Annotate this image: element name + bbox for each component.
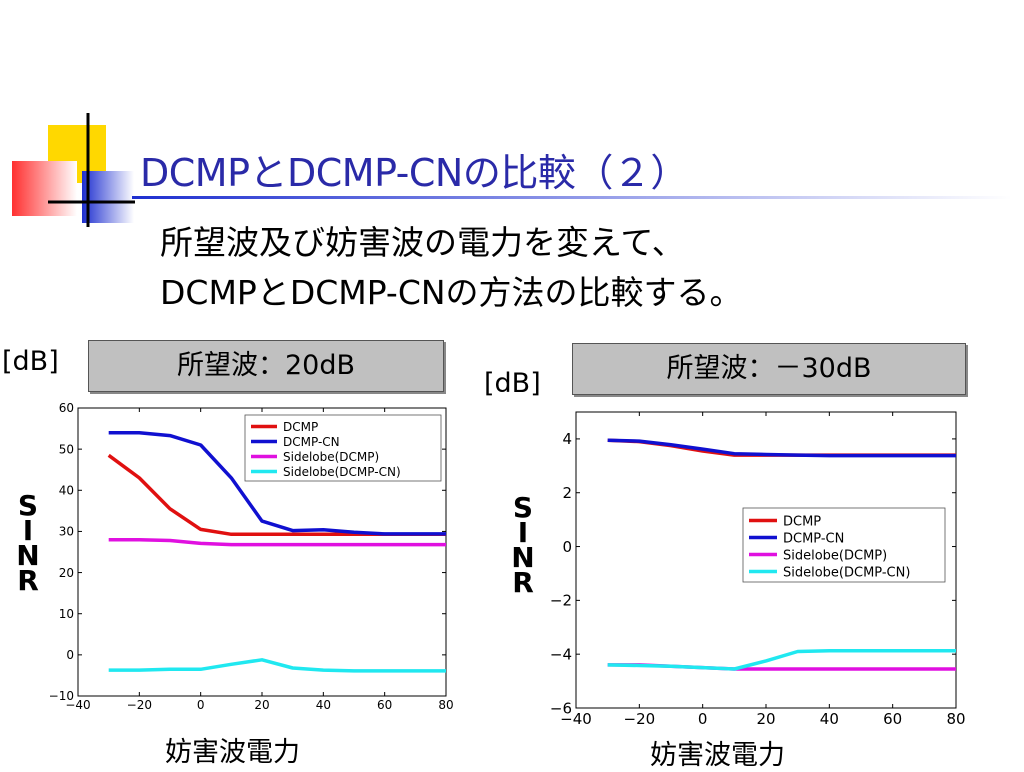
chart1-x-tick-label: −40 — [65, 698, 90, 712]
chart1-ylabel-letter: I — [22, 514, 34, 547]
chart1-y-tick-label: 50 — [59, 442, 74, 456]
chart1-y-tick-label: 10 — [59, 607, 74, 621]
chart1-ylabel-letter: R — [17, 564, 39, 597]
chart2-legend-label: Sidelobe(DCMP-CN) — [783, 565, 910, 580]
chart1-ylabel-letter: N — [16, 539, 40, 572]
chart1-legend-label: DCMP — [283, 420, 318, 434]
chart2-x-tick-label: 40 — [820, 710, 839, 728]
chart2-ylabel-letter: R — [512, 566, 534, 599]
chart1-y-tick-label: 20 — [59, 566, 74, 580]
chart2-legend-label: Sidelobe(DCMP) — [783, 548, 887, 563]
chart2-y-tick-label: 0 — [562, 538, 572, 556]
chart1-legend-label: Sidelobe(DCMP) — [283, 450, 379, 464]
title-underline — [132, 196, 1012, 199]
chart1-ylabel-letter: S — [17, 489, 39, 522]
decorative-logo — [12, 113, 135, 227]
chart1-series-line — [108, 430, 446, 536]
chart2-ylabel-letter: I — [517, 516, 529, 549]
chart2-y-tick-label: −2 — [550, 592, 572, 610]
chart1-y-tick-label: 40 — [59, 483, 74, 497]
chart2-x-tick-label: −20 — [624, 710, 656, 728]
chart2-ylabel-letter: S — [512, 491, 534, 524]
subtitle-line-1: 所望波及び妨害波の電力を変えて、 — [160, 223, 685, 262]
slide-subtitle: 所望波及び妨害波の電力を変えて、 DCMPとDCMP-CNの方法の比較する。 — [160, 218, 743, 318]
chart1-unit-label: [dB] — [2, 346, 59, 377]
chart1-x-tick-label: 0 — [197, 698, 205, 712]
chart2-x-tick-label: 20 — [756, 710, 775, 728]
chart1-x-axis-label: 妨害波電力 — [165, 737, 300, 768]
chart2-y-axis-label: S I N R — [508, 491, 538, 599]
chart1-series-line — [108, 658, 446, 673]
chart2-y-tick-label: −6 — [550, 699, 572, 717]
chart2-series-line — [607, 438, 956, 458]
chart2-x-tick-label: 80 — [946, 710, 965, 728]
chart-1: −40 −20 0 20 40 60 80 −10 0 10 20 30 40 50 60 DCMPDCMP-… — [49, 401, 454, 712]
slide-title: DCMPとDCMP-CNの比較（２） — [140, 151, 688, 195]
chart1-y-tick-label: 30 — [59, 525, 74, 539]
chart1-legend-label: DCMP-CN — [283, 435, 340, 449]
chart1-y-tick-label: 0 — [66, 648, 74, 662]
logo-blue-square — [82, 171, 134, 223]
chart1-x-tick-label: 20 — [254, 698, 269, 712]
subtitle-line-2: DCMPとDCMP-CNの方法の比較する。 — [160, 273, 743, 312]
chart1-y-axis-label: S I N R — [13, 489, 43, 597]
chart-2: −40 −20 0 20 40 60 80−6−4−2024DCMPDCMP-CNSidel… — [550, 411, 966, 728]
chart2-x-tick-label: 60 — [883, 710, 902, 728]
chart1-y-tick-label: 60 — [59, 401, 74, 415]
chart2-x-tick-label: −40 — [560, 710, 592, 728]
chart1-x-tick-label: 40 — [316, 698, 331, 712]
chart1-series-line — [108, 537, 446, 547]
chart2-legend-label: DCMP-CN — [783, 531, 844, 546]
chart1-x-tick-label: −20 — [127, 698, 152, 712]
chart2-x-tick-label: 0 — [698, 710, 708, 728]
chart2-ylabel-letter: N — [511, 541, 535, 574]
chart2-unit-label: [dB] — [484, 368, 541, 399]
chart1-legend-label: Sidelobe(DCMP-CN) — [283, 465, 401, 479]
chart1-panel-label: 所望波：20dB — [88, 340, 444, 392]
chart2-x-axis-label: 妨害波電力 — [650, 740, 785, 771]
chart2-y-tick-label: −4 — [550, 645, 572, 663]
logo-red-square — [12, 161, 77, 216]
chart2-y-tick-label: 4 — [562, 430, 572, 448]
chart1-y-tick-label: −10 — [49, 689, 74, 703]
chart2-y-tick-label: 2 — [562, 484, 572, 502]
chart1-legend-box — [244, 414, 442, 482]
chart2-series-line — [607, 648, 956, 671]
chart1-x-tick-label: 80 — [438, 698, 453, 712]
chart1-x-tick-label: 60 — [377, 698, 392, 712]
chart2-legend-label: DCMP — [783, 514, 821, 529]
chart2-panel-label: 所望波：－30dB — [572, 343, 966, 395]
